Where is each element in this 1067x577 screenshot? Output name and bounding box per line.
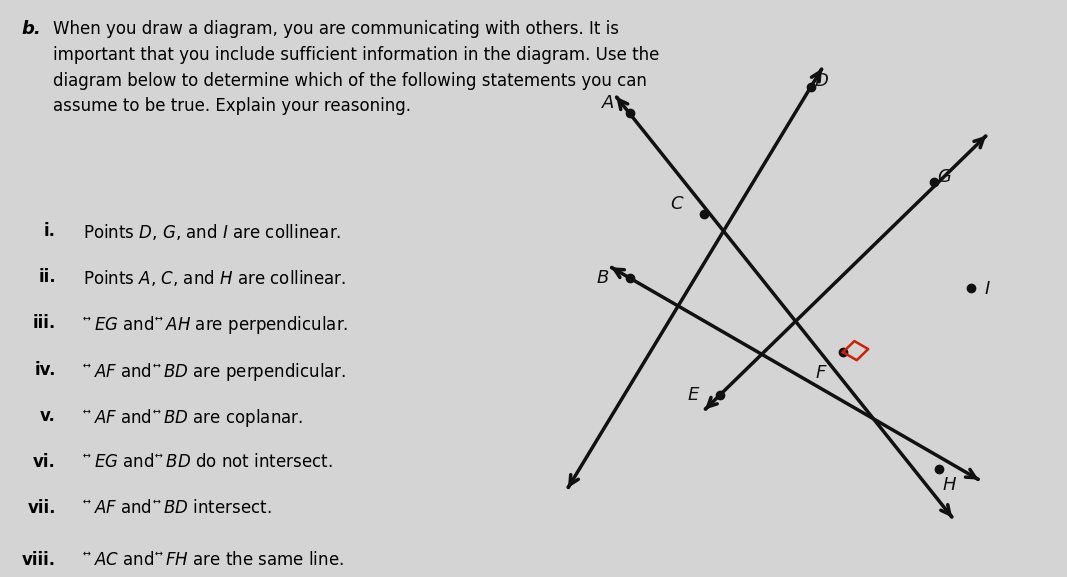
Text: $\overleftrightarrow{EG}$ and $\overleftrightarrow{BD}$ do not intersect.: $\overleftrightarrow{EG}$ and $\overleft… (83, 453, 332, 471)
Text: $\overleftrightarrow{AC}$ and $\overleftrightarrow{FH}$ are the same line.: $\overleftrightarrow{AC}$ and $\overleft… (83, 551, 344, 569)
Text: $\overleftrightarrow{AF}$ and $\overleftrightarrow{BD}$ intersect.: $\overleftrightarrow{AF}$ and $\overleft… (83, 499, 271, 517)
Text: $\mathit{I}$: $\mathit{I}$ (984, 279, 990, 298)
Text: viii.: viii. (22, 551, 55, 569)
Text: $\overleftrightarrow{AF}$ and $\overleftrightarrow{BD}$ are coplanar.: $\overleftrightarrow{AF}$ and $\overleft… (83, 407, 303, 429)
Text: Points $A$, $C$, and $H$ are collinear.: Points $A$, $C$, and $H$ are collinear. (83, 268, 346, 288)
Text: vii.: vii. (28, 499, 55, 517)
Text: Points $D$, $G$, and $I$ are collinear.: Points $D$, $G$, and $I$ are collinear. (83, 222, 341, 242)
Text: $\mathit{D}$: $\mathit{D}$ (814, 73, 829, 91)
Text: $\overleftrightarrow{EG}$ and $\overleftrightarrow{AH}$ are perpendicular.: $\overleftrightarrow{EG}$ and $\overleft… (83, 314, 348, 336)
Text: iii.: iii. (33, 314, 55, 332)
Text: $\mathit{E}$: $\mathit{E}$ (687, 385, 700, 404)
Text: $\mathit{A}$: $\mathit{A}$ (601, 93, 616, 112)
Text: $\overleftrightarrow{AF}$ and $\overleftrightarrow{BD}$ are perpendicular.: $\overleftrightarrow{AF}$ and $\overleft… (83, 361, 346, 383)
Text: $\mathit{C}$: $\mathit{C}$ (670, 194, 685, 212)
Text: v.: v. (41, 407, 55, 425)
Text: b.: b. (21, 20, 42, 38)
Text: $\mathit{B}$: $\mathit{B}$ (596, 269, 609, 287)
Text: i.: i. (44, 222, 55, 240)
Text: When you draw a diagram, you are communicating with others. It is
important that: When you draw a diagram, you are communi… (53, 20, 659, 115)
Text: $\mathit{H}$: $\mathit{H}$ (942, 476, 957, 494)
Text: iv.: iv. (34, 361, 55, 379)
Text: $\mathit{F}$: $\mathit{F}$ (815, 365, 828, 383)
Text: $\mathit{G}$: $\mathit{G}$ (937, 168, 952, 186)
Text: ii.: ii. (38, 268, 55, 286)
Text: vi.: vi. (33, 453, 55, 471)
